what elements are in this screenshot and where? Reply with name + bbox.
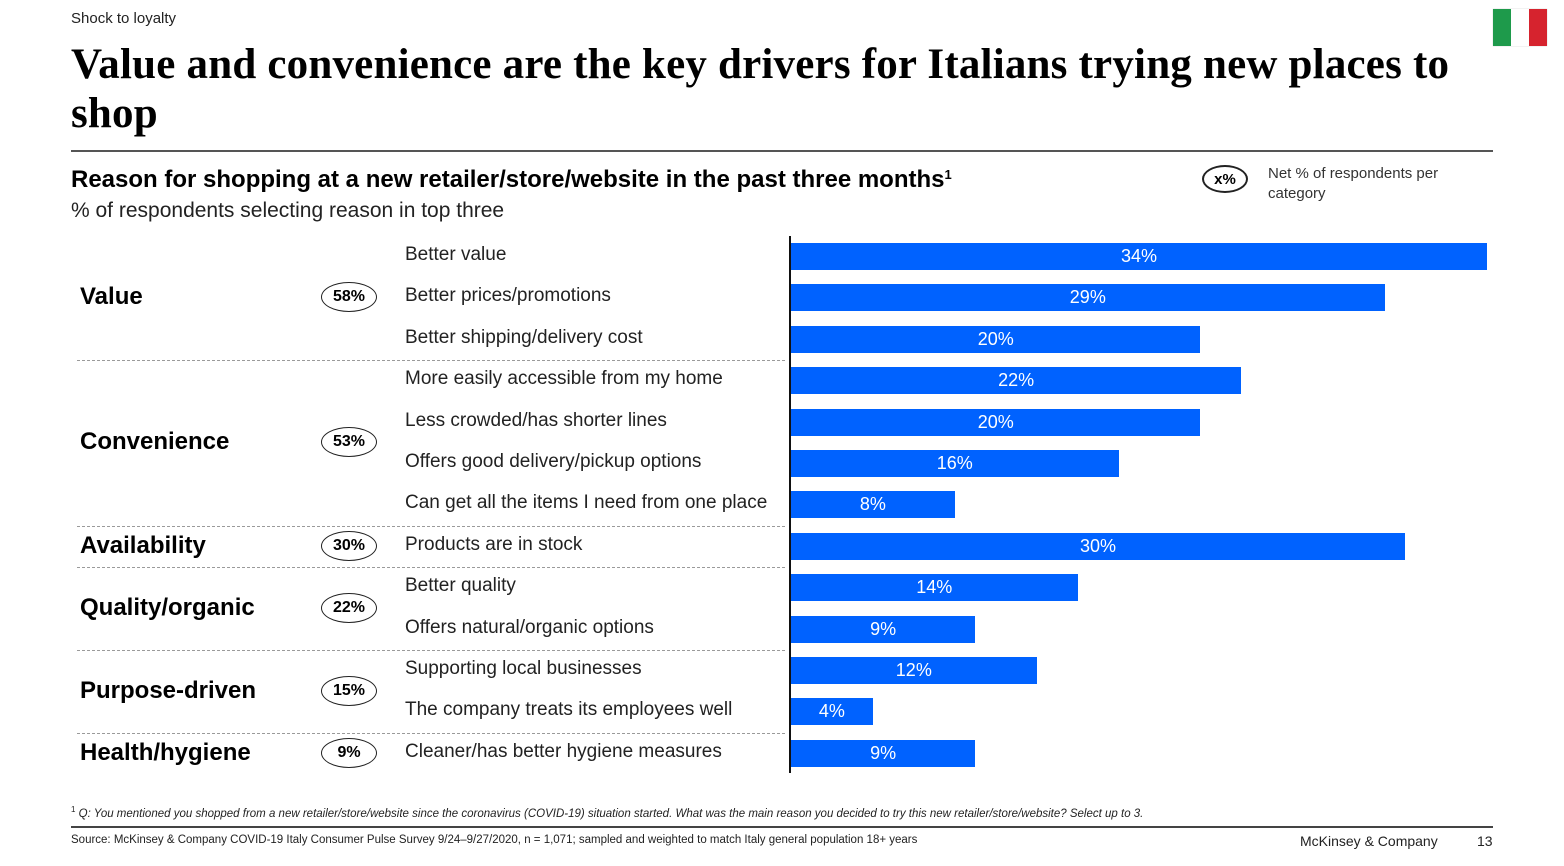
bar-value-label: 20% [977, 328, 1014, 349]
category-separator [77, 360, 785, 362]
legend-description: Net % of respondents per category [1268, 165, 1439, 202]
footnote-text: Q: You mentioned you shopped from a new … [78, 807, 1144, 820]
item-label: Supporting local businesses [405, 658, 642, 679]
category-net-badge: 30% [321, 530, 377, 561]
category-net-badge: 58% [321, 282, 377, 313]
category-separator [77, 650, 785, 651]
item-label: Better shipping/delivery cost [405, 326, 643, 348]
item-label: Cleaner/has better hygiene measures [405, 740, 722, 762]
item-label: Less crowded/has shorter lines [405, 409, 667, 431]
item-label: More easily accessible from my home [405, 368, 723, 390]
footnote-marker: 1 [944, 167, 952, 182]
bar [791, 450, 1119, 477]
brand-name: McKinsey & Company [1300, 833, 1438, 849]
bar-value-label: 9% [870, 742, 897, 763]
bar-value-label: 30% [1080, 535, 1117, 556]
bar [791, 657, 1037, 684]
category-net-badge: 15% [321, 675, 377, 706]
bar-value-label: 9% [870, 618, 897, 639]
bar [791, 408, 1201, 436]
category-label: Value [80, 283, 143, 311]
item-label: Offers good delivery/pickup options [405, 451, 702, 472]
chart-title: Reason for shopping at a new retailer/st… [71, 166, 952, 194]
bar [791, 739, 976, 767]
legend-oval: x% [1202, 165, 1248, 193]
bar [791, 615, 976, 643]
bar-value-label: 20% [977, 411, 1014, 432]
item-label: Better quality [405, 575, 516, 597]
bar-value-label: 16% [936, 453, 973, 473]
bar [791, 243, 1487, 270]
bar-value-label: 14% [916, 577, 953, 598]
source-note: Source: McKinsey & Company COVID-19 Ital… [71, 834, 918, 846]
bar [791, 574, 1078, 602]
category-net-badge: 22% [321, 592, 377, 623]
item-label: Offers natural/organic options [405, 616, 654, 638]
bar [791, 532, 1406, 560]
bar-value-label: 12% [895, 660, 932, 680]
bar [791, 325, 1201, 353]
italy-flag-icon [1493, 9, 1547, 46]
bar [791, 284, 1385, 312]
item-label: The company treats its employees well [405, 699, 733, 721]
kicker: Shock to loyalty [71, 10, 177, 27]
category-label: Health/hygiene [80, 738, 251, 766]
page-number: 13 [1477, 833, 1493, 849]
footer-divider [71, 826, 1493, 828]
item-label: Can get all the items I need from one pl… [405, 492, 768, 514]
bar [791, 698, 873, 726]
category-net-badge: 53% [321, 427, 377, 458]
bar-value-label: 8% [859, 494, 886, 515]
category-separator [77, 567, 785, 569]
footnote-marker: 1 [71, 805, 76, 814]
item-label: Better prices/promotions [405, 285, 611, 307]
flag-stripe-white [1511, 9, 1529, 46]
chart-axis [789, 236, 791, 773]
page-title: Value and convenience are the key driver… [71, 41, 1450, 137]
title-divider [71, 150, 1493, 152]
chart-title-text: Reason for shopping at a new retailer/st… [71, 166, 945, 193]
category-label: Purpose-driven [80, 676, 257, 704]
footnote: 1 Q: You mentioned you shopped from a ne… [71, 805, 1143, 820]
category-separator [77, 525, 785, 527]
category-label: Quality/organic [80, 593, 255, 621]
chart-subtitle: % of respondents selecting reason in top… [71, 199, 505, 222]
bar-value-label: 22% [998, 370, 1035, 391]
item-label: Products are in stock [405, 533, 583, 555]
bar-value-label: 34% [1120, 246, 1158, 266]
category-net-badge: 9% [321, 737, 377, 768]
flag-stripe-green [1493, 9, 1511, 46]
bar-value-label: 29% [1069, 287, 1106, 308]
category-label: Availability [80, 531, 206, 559]
category-label: Convenience [80, 428, 230, 456]
item-label: Better value [405, 244, 507, 265]
flag-stripe-red [1529, 9, 1547, 46]
bar [791, 367, 1242, 395]
category-separator [77, 732, 785, 734]
bar-value-label: 4% [818, 701, 845, 722]
bar [791, 491, 955, 519]
